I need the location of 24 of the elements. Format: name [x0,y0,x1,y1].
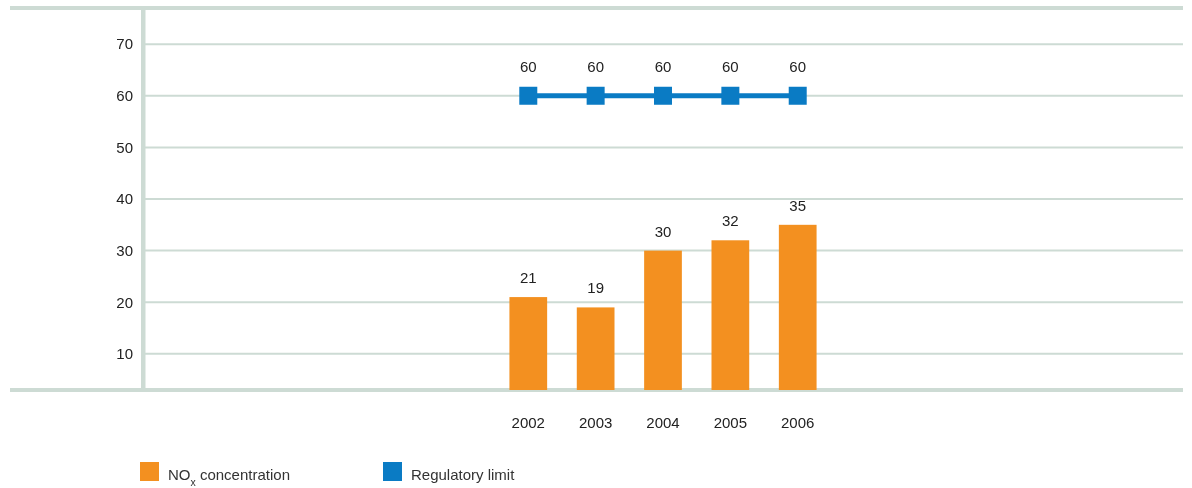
y-tick-label: 20 [116,293,133,311]
legend-label: Regulatory limit [411,466,516,483]
data-label: 60 [654,57,672,75]
data-label: 30 [654,222,672,240]
data-label: 32 [722,212,739,230]
y-tick-label: 70 [116,35,133,53]
legend-label: NO$_{x}$ concentration [168,466,290,488]
y-tick-label: 60 [116,87,133,105]
data-label: 60 [519,57,537,75]
data-label: 60 [587,57,604,75]
data-label: 21 [519,269,537,287]
x-tick-label: 2004 [646,414,680,431]
x-tick-label: 2003 [578,414,613,431]
x-tick-label: 2005 [713,414,748,431]
y-tick-label: 10 [116,345,133,363]
y-tick-label: 30 [116,241,133,259]
data-label: 19 [587,279,604,297]
y-tick-label: 50 [116,138,133,156]
data-label: 60 [789,57,807,75]
x-tick-label: 2006 [781,414,815,431]
data-label: 35 [789,196,807,214]
data-label: 60 [722,57,739,75]
x-tick-label: 2002 [511,414,545,431]
y-tick-label: 40 [116,190,133,208]
